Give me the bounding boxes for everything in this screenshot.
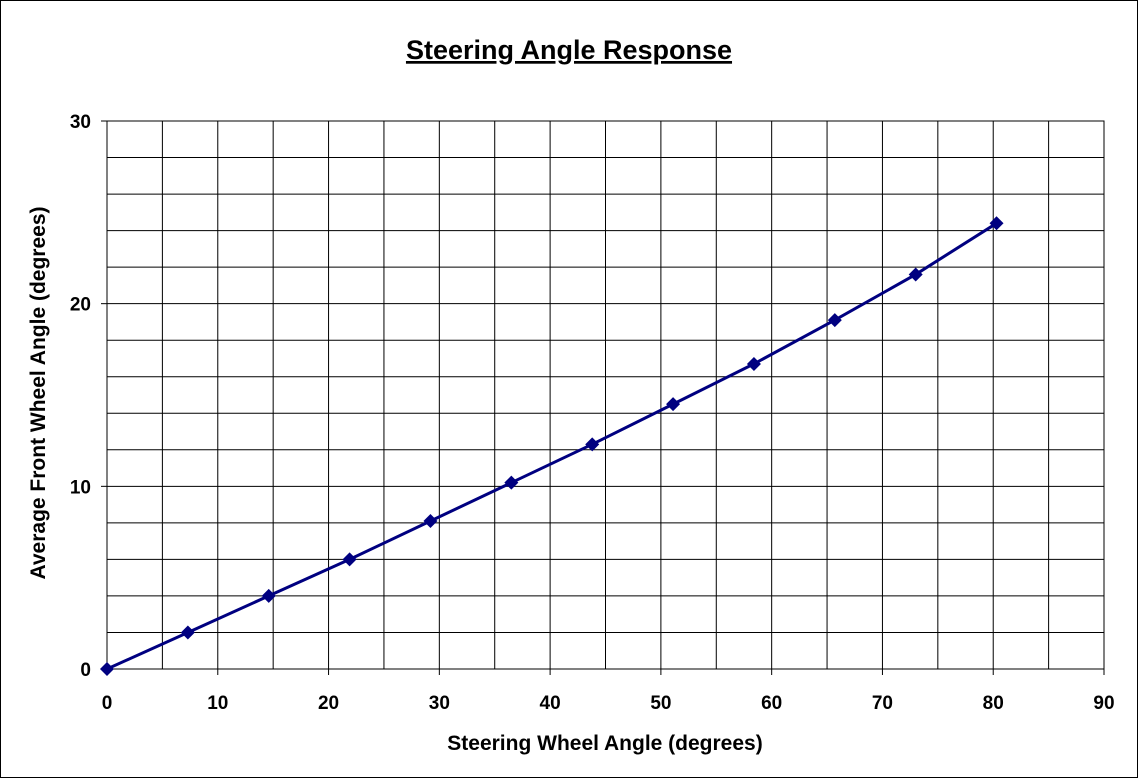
x-tick-label: 80 bbox=[983, 693, 1004, 714]
data-point-marker bbox=[423, 514, 438, 529]
data-point-marker bbox=[666, 397, 681, 412]
x-tick-label: 20 bbox=[318, 693, 339, 714]
y-tick-label: 0 bbox=[80, 660, 91, 681]
data-point-marker bbox=[100, 662, 114, 676]
data-point-marker bbox=[585, 437, 600, 452]
series-line bbox=[106, 222, 998, 671]
plot-area bbox=[106, 120, 1105, 670]
data-point-marker bbox=[746, 356, 761, 371]
chart-title: Steering Angle Response bbox=[406, 35, 732, 65]
y-tick-label: 30 bbox=[70, 112, 91, 133]
x-tick-label: 70 bbox=[872, 693, 893, 714]
y-axis-label: Average Front Wheel Angle (degrees) bbox=[27, 206, 50, 579]
y-tick-label: 20 bbox=[70, 295, 91, 316]
x-tick-label: 0 bbox=[102, 693, 113, 714]
data-point-marker bbox=[261, 588, 276, 603]
x-tick-label: 10 bbox=[207, 693, 228, 714]
x-tick-label: 60 bbox=[761, 693, 782, 714]
data-point-marker bbox=[180, 625, 195, 640]
data-point-marker bbox=[504, 475, 519, 490]
data-point-marker bbox=[908, 267, 923, 282]
x-tick-label: 90 bbox=[1093, 693, 1114, 714]
data-point-marker bbox=[827, 313, 842, 328]
data-point-marker bbox=[342, 552, 357, 567]
x-tick-label: 50 bbox=[650, 693, 671, 714]
x-tick-label: 40 bbox=[540, 693, 561, 714]
grid bbox=[107, 121, 1104, 669]
series-group bbox=[100, 216, 1004, 676]
x-axis-label: Steering Wheel Angle (degrees) bbox=[447, 732, 762, 755]
x-tick-label: 30 bbox=[429, 693, 450, 714]
y-tick-label: 10 bbox=[70, 477, 91, 498]
tick-labels: 0 10 20 30 40 50 60 70 80 90 0 10 20 30 bbox=[70, 112, 1115, 714]
data-point-marker bbox=[989, 216, 1004, 231]
